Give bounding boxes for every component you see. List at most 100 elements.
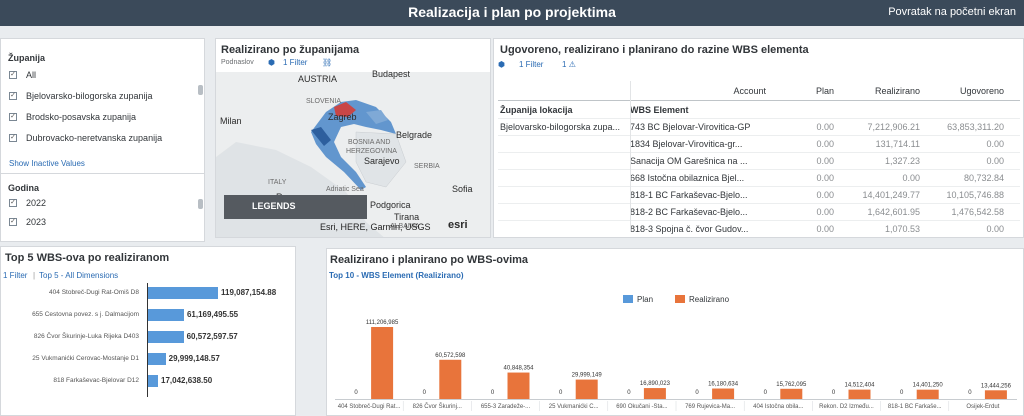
filter-cube-icon[interactable]: ⬢ xyxy=(268,58,275,67)
wbs-table-panel: Ugovoreno, realizirano i planirano do ra… xyxy=(493,38,1024,238)
realizirano-cell: 131,714.11 xyxy=(875,139,920,149)
top5-title: Top 5 WBS-ova po realiziranom xyxy=(5,252,170,264)
checkbox-icon[interactable]: ✓ xyxy=(9,199,17,207)
col-ugovoreno[interactable]: Ugovoreno xyxy=(959,85,1004,96)
wbs-cell: 1834 Bjelovar-Virovitica-gr... xyxy=(630,139,743,149)
realizirano-bar[interactable] xyxy=(507,372,530,399)
realizirano-value-label: 60,572,598 xyxy=(435,353,466,359)
top5-bar[interactable] xyxy=(148,287,218,299)
realizirano-bar[interactable] xyxy=(371,327,394,399)
map-label-sofia: Sofia xyxy=(452,184,473,194)
map-label-italy: ITALY xyxy=(268,179,287,186)
filter-panel: Županija ✓ All ✓ Bjelovarsko-bilogorska zu… xyxy=(0,38,205,242)
realizirano-bar[interactable] xyxy=(848,389,871,399)
checkbox-icon[interactable]: ✓ xyxy=(9,71,17,79)
hierarchy-icon[interactable]: ⛓ xyxy=(322,58,333,67)
ugovoreno-cell: 0.00 xyxy=(986,139,1004,149)
top5-bar[interactable] xyxy=(148,309,184,321)
realizirano-cell: 14,401,249.77 xyxy=(862,190,920,200)
legend-label[interactable]: Realizirano xyxy=(689,295,730,304)
table-row[interactable]: 818-3 Spojna č. čvor Gudov... 0.00 1,070.5… xyxy=(498,221,1020,237)
dim-county[interactable]: Županija lokacija xyxy=(500,104,573,115)
checkbox-icon[interactable]: ✓ xyxy=(9,218,17,226)
top5-category-label: 655 Cestovna povez. s j. Dalmacijom xyxy=(32,311,139,318)
table-row[interactable]: Bjelovarsko-bilogorska zupa... 743 BC Bje… xyxy=(498,119,1020,136)
col-realizirano[interactable]: Realizirano xyxy=(874,85,920,96)
col-account[interactable]: Account xyxy=(733,85,766,96)
legends-button[interactable]: LEGENDS xyxy=(224,195,367,219)
table-row[interactable]: 818-1 BC Farkaševac-Bjelo... 0.00 14,401,2… xyxy=(498,187,1020,204)
plan-cell: 0.00 xyxy=(816,139,834,149)
top5-value-label: 61,169,495.55 xyxy=(186,310,239,319)
table-row[interactable]: 818-2 BC Farkaševac-Bjelo... 0.00 1,642,60… xyxy=(498,204,1020,221)
ugovoreno-cell: 63,853,311.20 xyxy=(947,122,1004,132)
top5-filter-link[interactable]: 1 Filter xyxy=(3,271,28,280)
plan-value-label: 0 xyxy=(491,390,495,396)
county-cell: Bjelovarsko-bilogorska zupa... xyxy=(500,122,621,132)
checkbox-icon[interactable]: ✓ xyxy=(9,134,17,142)
map-label-austria: AUSTRIA xyxy=(298,74,338,84)
top5-value-label: 60,572,597.57 xyxy=(186,332,238,341)
wbs-cell: 818-1 BC Farkaševac-Bjelo... xyxy=(630,190,748,200)
realizirano-bar[interactable] xyxy=(439,359,462,399)
table-row[interactable]: 1834 Bjelovar-Virovitica-gr... 0.00 131,71… xyxy=(498,136,1020,153)
top5-bar[interactable] xyxy=(148,375,159,387)
county-option-bjelovarsko[interactable]: ✓ Bjelovarsko-bilogorska zupanija xyxy=(9,91,153,101)
county-filter-title: Županija xyxy=(8,53,46,63)
plan-value-label: 0 xyxy=(764,390,768,396)
top5-value-label: 119,087,154.88 xyxy=(221,288,277,297)
back-to-home-link[interactable]: Povratak na početni ekran xyxy=(888,6,1016,18)
realizirano-bar[interactable] xyxy=(575,379,598,399)
county-option-all[interactable]: ✓ All xyxy=(9,70,37,80)
table-row[interactable]: Sanacija OM Garešnica na ... 0.00 1,327.23… xyxy=(498,153,1020,170)
table-header-row: Account Plan Realizirano Ugovoreno xyxy=(498,81,1020,101)
col-plan[interactable]: Plan xyxy=(815,85,834,96)
table-row[interactable]: 668 Istočna obilaznica Bjel... 0.00 0.00 80… xyxy=(498,170,1020,187)
legend-label[interactable]: Plan xyxy=(637,295,653,304)
map-attribution: Esri, HERE, Garmin, USGS xyxy=(320,222,431,232)
wbs-cell: 818-2 BC Farkaševac-Bjelo... xyxy=(630,207,748,217)
map-label-budapest: Budapest xyxy=(372,69,411,79)
dim-wbs[interactable]: WBS Element xyxy=(630,104,689,115)
top5-value-label: 17,042,638.50 xyxy=(161,376,213,385)
realizirano-value-label: 40,848,354 xyxy=(503,366,534,372)
plan-cell: 0.00 xyxy=(816,122,834,132)
plan-cell: 0.00 xyxy=(816,207,834,217)
ugovoreno-cell: 1,476,542.58 xyxy=(951,207,1004,217)
checkbox-icon[interactable]: ✓ xyxy=(9,92,17,100)
realizirano-bar[interactable] xyxy=(780,388,803,399)
warning-count[interactable]: 1 ⚠ xyxy=(562,60,576,69)
year-option-2023[interactable]: ✓ 2023 xyxy=(9,217,47,227)
legend-swatch[interactable] xyxy=(623,295,633,303)
year-scrollbar[interactable] xyxy=(198,199,203,209)
top5-dims-link[interactable]: Top 5 - All Dimensions xyxy=(39,271,119,280)
checkbox-icon[interactable]: ✓ xyxy=(9,113,17,121)
map-filter-link[interactable]: 1 Filter xyxy=(283,58,308,67)
realizirano-bar[interactable] xyxy=(643,388,666,399)
top5-bar[interactable] xyxy=(148,331,184,343)
show-inactive-link[interactable]: Show Inactive Values xyxy=(9,159,85,168)
filter-divider xyxy=(1,173,204,174)
table-filter-link[interactable]: 1 Filter xyxy=(519,60,544,69)
county-scrollbar[interactable] xyxy=(198,85,203,95)
wbs-cell: Sanacija OM Garešnica na ... xyxy=(630,156,748,166)
top5-bar[interactable] xyxy=(148,353,166,365)
county-option-dubrovacko[interactable]: ✓ Dubrovacko-neretvanska zupanija xyxy=(9,133,163,143)
plan-cell: 0.00 xyxy=(816,173,834,183)
plan-cell: 0.00 xyxy=(816,224,834,234)
realizirano-cell: 1,327.23 xyxy=(884,156,920,166)
realizirano-bar[interactable] xyxy=(712,388,735,399)
filter-cube-icon[interactable]: ⬢ xyxy=(498,60,505,69)
realizirano-bar[interactable] xyxy=(916,389,939,399)
legend-swatch[interactable] xyxy=(675,295,685,303)
year-option-2022[interactable]: ✓ 2022 xyxy=(9,198,47,208)
realizirano-bar[interactable] xyxy=(984,390,1007,399)
plan-value-label: 0 xyxy=(559,390,563,396)
county-option-brodsko[interactable]: ✓ Brodsko-posavska zupanija xyxy=(9,112,137,122)
wbs-chart-subtitle[interactable]: Top 10 - WBS Element (Realizirano) xyxy=(329,271,464,280)
category-label: 826 Čvor Škurinj... xyxy=(413,403,463,410)
realizirano-value-label: 29,999,149 xyxy=(572,373,603,379)
category-label: Rekon. D2 Između... xyxy=(819,404,874,410)
category-label: 818-1 BC Farkaše... xyxy=(888,404,942,410)
realizirano-value-label: 15,762,095 xyxy=(776,382,807,388)
